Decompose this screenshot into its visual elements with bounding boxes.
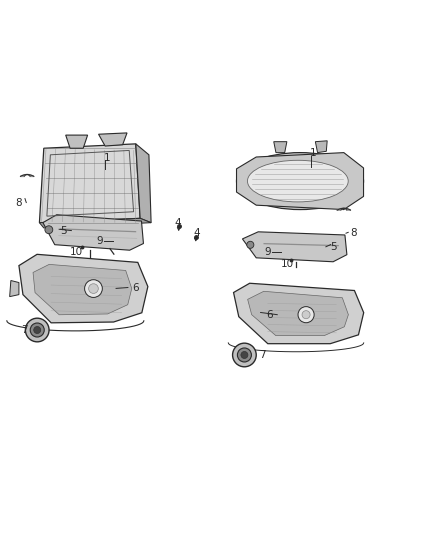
Polygon shape bbox=[19, 254, 148, 323]
Ellipse shape bbox=[247, 160, 348, 202]
Text: 9: 9 bbox=[265, 247, 272, 257]
Polygon shape bbox=[274, 142, 287, 152]
Polygon shape bbox=[21, 174, 34, 176]
Text: 10: 10 bbox=[70, 247, 83, 257]
Polygon shape bbox=[136, 144, 151, 223]
Polygon shape bbox=[99, 133, 127, 146]
Polygon shape bbox=[233, 283, 364, 344]
Polygon shape bbox=[39, 219, 151, 228]
Polygon shape bbox=[43, 215, 143, 250]
Polygon shape bbox=[33, 264, 132, 315]
Text: 5: 5 bbox=[60, 225, 67, 236]
Text: 6: 6 bbox=[266, 310, 273, 320]
Text: 5: 5 bbox=[330, 242, 337, 252]
Polygon shape bbox=[247, 292, 348, 336]
Circle shape bbox=[237, 348, 251, 362]
Circle shape bbox=[45, 226, 53, 233]
Polygon shape bbox=[337, 208, 350, 210]
Circle shape bbox=[233, 343, 256, 367]
Text: 6: 6 bbox=[132, 282, 139, 293]
Circle shape bbox=[85, 280, 102, 297]
Circle shape bbox=[34, 327, 41, 334]
Polygon shape bbox=[243, 232, 347, 262]
Text: 4: 4 bbox=[194, 228, 201, 238]
Text: 1: 1 bbox=[104, 153, 111, 163]
Circle shape bbox=[25, 318, 49, 342]
Text: 9: 9 bbox=[96, 236, 103, 246]
Text: 8: 8 bbox=[350, 228, 357, 238]
Text: 1: 1 bbox=[310, 149, 317, 158]
Circle shape bbox=[30, 323, 44, 337]
Text: 8: 8 bbox=[15, 198, 22, 207]
Polygon shape bbox=[66, 135, 88, 148]
Polygon shape bbox=[39, 144, 140, 223]
Ellipse shape bbox=[237, 152, 364, 209]
Circle shape bbox=[241, 351, 248, 359]
Circle shape bbox=[298, 306, 314, 323]
Polygon shape bbox=[237, 152, 364, 209]
Circle shape bbox=[247, 241, 254, 248]
Text: 7: 7 bbox=[258, 350, 265, 360]
Polygon shape bbox=[10, 280, 19, 297]
Circle shape bbox=[302, 311, 310, 319]
Circle shape bbox=[88, 284, 98, 293]
Polygon shape bbox=[315, 141, 327, 152]
Text: 10: 10 bbox=[280, 260, 293, 269]
Text: 4: 4 bbox=[174, 217, 181, 228]
Text: 7: 7 bbox=[21, 325, 28, 335]
